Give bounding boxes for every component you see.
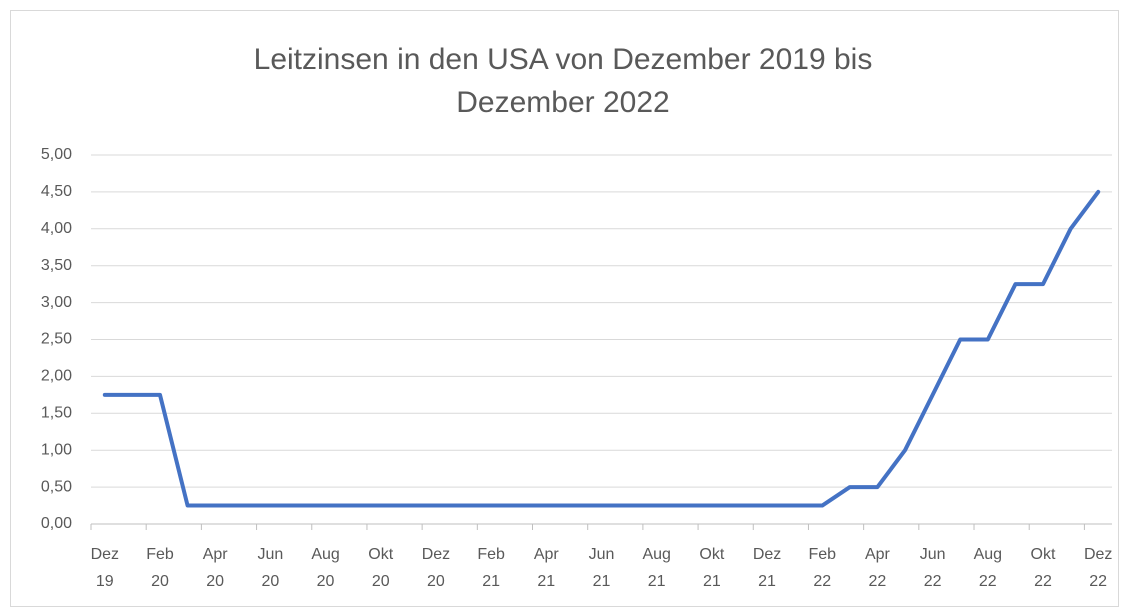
chart-title: Leitzinsen in den USA von Dezember 2019 … — [253, 43, 873, 119]
x-tick-label: Okt 22 — [1030, 546, 1056, 590]
y-tick-label: 2,00 — [41, 368, 72, 385]
x-tick-label: Dez 22 — [1083, 546, 1113, 590]
x-tick-label: Feb 20 — [146, 546, 174, 590]
x-tick-label: Apr 21 — [533, 546, 559, 590]
x-tick-label: Apr 20 — [202, 546, 228, 590]
y-tick-label: 3,50 — [41, 257, 72, 274]
x-tick-label: Dez 21 — [752, 546, 782, 590]
x-tick-label: Feb 21 — [477, 546, 505, 590]
y-tick-label: 2,50 — [41, 331, 72, 348]
y-tick-label: 1,00 — [41, 441, 72, 458]
y-tick-label: 4,00 — [41, 220, 72, 237]
x-tick-label: Jun 20 — [257, 546, 284, 590]
y-tick-label: 3,00 — [41, 294, 72, 311]
x-tick-label: Aug 21 — [642, 546, 671, 590]
x-tick-label: Dez 20 — [421, 546, 451, 590]
x-tick-label: Dez 19 — [90, 546, 120, 590]
x-tick-label: Apr 22 — [864, 546, 890, 590]
y-tick-label: 0,50 — [41, 478, 72, 495]
x-tick-label: Okt 20 — [368, 546, 394, 590]
x-tick-label: Jun 22 — [919, 546, 946, 590]
x-tick-label: Okt 21 — [699, 546, 725, 590]
y-tick-label: 4,50 — [41, 183, 72, 200]
x-tick-label: Feb 22 — [808, 546, 837, 590]
line-series — [102, 189, 1101, 508]
y-tick-label: 5,00 — [41, 146, 72, 163]
y-tick-label: 0,00 — [41, 515, 72, 532]
x-tick-label: Aug 20 — [311, 546, 340, 590]
x-tick-label: Jun 21 — [588, 546, 615, 590]
x-tick-label: Aug 22 — [973, 546, 1003, 590]
y-tick-label: 1,50 — [41, 405, 72, 422]
